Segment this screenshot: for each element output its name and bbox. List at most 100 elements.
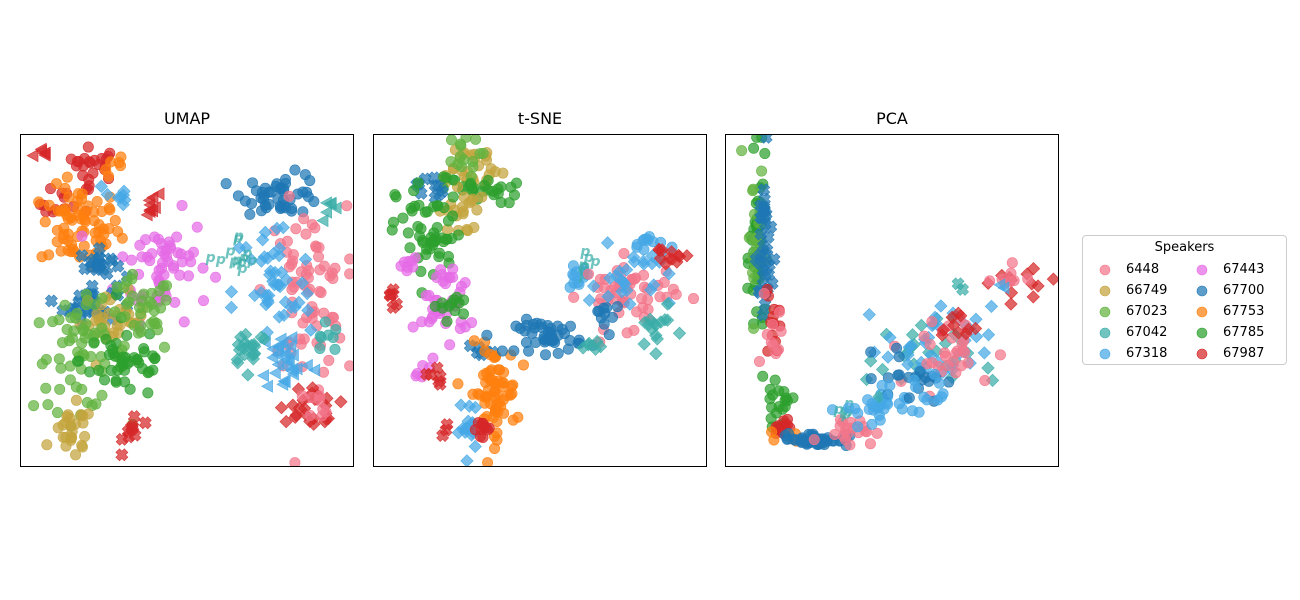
legend-marker-icon: [1196, 306, 1208, 318]
point-speaker-67753: [495, 400, 507, 412]
point-speaker-6448: [300, 228, 312, 240]
point-speaker-6448: [320, 406, 332, 418]
point-speaker-67318: [928, 368, 940, 380]
point-speaker-67785: [386, 224, 398, 236]
point-speaker-67785: [103, 349, 115, 361]
point-speaker-67987: [653, 251, 668, 265]
point-speaker-67753: [43, 249, 55, 261]
point-speaker-67700: [244, 208, 256, 220]
point-speaker-67700: [795, 433, 807, 445]
point-speaker-67700: [759, 267, 773, 281]
point-speaker-67318: [586, 279, 601, 293]
point-speaker-6448: [281, 235, 293, 247]
point-speaker-67042: [319, 316, 331, 328]
point-speaker-6448: [939, 347, 951, 359]
point-speaker-67700: [239, 195, 251, 207]
point-speaker-67785: [99, 374, 111, 386]
point-speaker-66749: [75, 409, 87, 421]
point-speaker-67785: [105, 340, 117, 352]
point-speaker-6448: [767, 318, 779, 330]
point-speaker-67753: [115, 160, 127, 172]
point-speaker-67785: [419, 206, 431, 218]
point-speaker-67987: [1026, 262, 1041, 276]
point-speaker-66749: [79, 430, 91, 442]
point-speaker-67785: [776, 403, 788, 415]
point-speaker-67987: [432, 374, 446, 388]
point-speaker-67318: [876, 380, 888, 392]
point-speaker-67753: [58, 229, 70, 241]
point-speaker-6448: [667, 283, 679, 295]
point-speaker-67753: [482, 457, 494, 466]
point-speaker-66749: [471, 204, 483, 216]
point-speaker-6448: [767, 339, 779, 351]
point-speaker-67023: [80, 299, 92, 311]
point-speaker-67785: [424, 243, 436, 255]
point-speaker-67318: [295, 276, 309, 290]
point-speaker-67443: [444, 272, 456, 284]
point-speaker-67785: [404, 242, 416, 254]
point-speaker-67042: p: [215, 252, 226, 268]
point-speaker-67042: [232, 343, 247, 357]
speakers-legend: Speakers 6448 66749 67023 67042 67318 67443 67…: [1082, 235, 1287, 365]
point-speaker-6448: [837, 430, 849, 442]
point-speaker-67023: [64, 374, 76, 386]
legend-label: 67753: [1223, 304, 1265, 319]
legend-marker-icon: [1099, 327, 1111, 339]
point-speaker-67318: [116, 197, 130, 212]
point-speaker-67785: [447, 174, 459, 186]
point-speaker-67443: [210, 271, 222, 283]
point-speaker-67042: p: [583, 250, 594, 266]
point-speaker-67042: [314, 342, 326, 354]
point-speaker-67987: [436, 429, 450, 442]
point-speaker-67700: [757, 183, 771, 197]
point-speaker-67785: [415, 223, 427, 235]
legend-label: 6448: [1126, 262, 1160, 277]
legend-marker-icon: [1196, 285, 1208, 297]
point-speaker-67023: [149, 318, 161, 330]
point-speaker-67753: [517, 359, 529, 371]
point-speaker-67785: [72, 355, 84, 367]
point-speaker-67023: [455, 138, 467, 150]
point-speaker-6448: [304, 409, 316, 421]
legend-label: 66749: [1126, 283, 1168, 298]
point-speaker-67023: [121, 298, 133, 310]
point-speaker-67023: [445, 156, 457, 168]
point-speaker-67023: [748, 322, 760, 334]
point-speaker-67785: [441, 315, 453, 327]
point-speaker-67318: [896, 403, 908, 415]
point-speaker-67318: [662, 267, 676, 281]
point-speaker-6448: [315, 287, 327, 299]
point-speaker-67785: [759, 148, 771, 160]
point-speaker-67023: [33, 317, 45, 329]
point-speaker-66749: [57, 419, 69, 431]
point-speaker-67023: [65, 312, 77, 324]
point-speaker-67318: [637, 257, 651, 271]
point-speaker-67785: [412, 177, 424, 189]
point-speaker-67042: [875, 362, 890, 377]
point-speaker-67700: [289, 164, 301, 176]
point-speaker-67318: [454, 398, 468, 412]
point-speaker-67042: [257, 332, 272, 346]
legend-marker-icon: [1099, 348, 1111, 360]
point-speaker-6448: [636, 293, 648, 305]
point-speaker-6448: [344, 360, 353, 372]
point-speaker-67785: [769, 374, 781, 386]
point-speaker-67700: [514, 322, 526, 334]
point-speaker-67785: [133, 357, 145, 369]
point-speaker-67042: [231, 356, 245, 370]
point-speaker-67023: [736, 145, 748, 157]
point-speaker-67318: [300, 286, 314, 301]
point-speaker-67443: [435, 264, 447, 276]
panel-frame: [20, 134, 354, 467]
point-speaker-6448: [837, 416, 849, 428]
point-speaker-67700: [508, 345, 520, 357]
legend-marker-icon: [1196, 327, 1208, 339]
point-speaker-67042: [320, 205, 332, 219]
legend-label: 67318: [1126, 346, 1168, 361]
legend-marker-icon: [1196, 264, 1208, 276]
point-speaker-67443: [466, 317, 478, 329]
point-speaker-67753: [91, 195, 103, 207]
point-speaker-67753: [479, 397, 491, 409]
point-speaker-67023: [747, 183, 759, 195]
